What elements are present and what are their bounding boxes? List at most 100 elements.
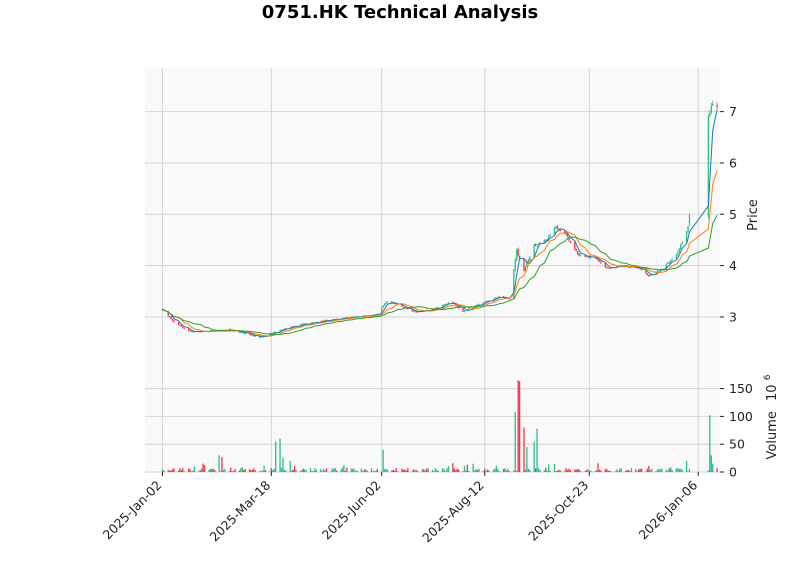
- volume-bar: [546, 470, 548, 472]
- volume-bar: [548, 464, 550, 472]
- volume-bar: [426, 468, 428, 472]
- candle-body: [289, 327, 291, 329]
- candle-body: [640, 268, 643, 270]
- candle-body: [548, 236, 550, 240]
- volume-bar: [484, 468, 486, 472]
- volume-bar: [574, 469, 576, 472]
- candle-body: [259, 335, 261, 338]
- candle-body: [545, 239, 547, 241]
- volume-bar: [251, 470, 254, 472]
- volume-bar: [411, 471, 413, 472]
- candle-body: [553, 228, 556, 235]
- candle-body: [627, 266, 630, 268]
- volume-bar: [558, 469, 560, 472]
- candle-body: [407, 308, 409, 310]
- volume-bar: [324, 470, 326, 472]
- candle-body: [253, 335, 255, 337]
- candle-body: [513, 269, 515, 299]
- candle-body: [587, 256, 589, 258]
- candle-body: [250, 334, 252, 336]
- candle-body: [671, 259, 673, 261]
- candle-body: [639, 268, 641, 270]
- volume-bar: [431, 469, 434, 472]
- volume-bar: [179, 468, 181, 472]
- volume-bar: [537, 468, 540, 472]
- volume-bar: [627, 470, 630, 472]
- candle-body: [680, 244, 682, 249]
- volume-bar: [424, 470, 426, 472]
- candle-body: [434, 308, 437, 310]
- price-tick-label: 5: [729, 207, 737, 222]
- volume-bar: [463, 465, 466, 472]
- volume-bar: [270, 468, 272, 472]
- volume-bar: [275, 441, 277, 472]
- volume-bar: [183, 471, 185, 472]
- volume-bar: [462, 471, 464, 472]
- candle-body: [492, 299, 495, 301]
- volume-axis-label-text: Volume: [765, 411, 780, 459]
- volume-bar: [543, 470, 545, 472]
- volume-bar: [638, 469, 640, 472]
- volume-bar: [671, 469, 673, 472]
- candle-body: [465, 310, 467, 312]
- candle-body: [167, 310, 169, 316]
- volume-bar: [243, 470, 245, 472]
- candle-body: [600, 261, 602, 264]
- candle-body: [646, 273, 649, 276]
- candle-body: [549, 233, 551, 237]
- candle-body: [590, 257, 592, 259]
- volume-bar: [584, 471, 586, 472]
- volume-bar: [228, 470, 230, 472]
- volume-bar: [353, 468, 355, 472]
- candle-body: [556, 226, 559, 229]
- volume-bar: [231, 471, 233, 472]
- volume-bar: [259, 471, 261, 472]
- volume-bar: [588, 470, 590, 472]
- volume-bar: [447, 466, 450, 472]
- candle-body: [187, 328, 190, 331]
- volume-bar: [334, 467, 336, 472]
- volume-bar: [370, 468, 373, 472]
- volume-bar: [260, 470, 262, 472]
- candle-body: [658, 269, 660, 271]
- volume-bar: [649, 470, 651, 472]
- volume-bar: [472, 463, 474, 472]
- candle-body: [475, 305, 477, 307]
- candle-body: [382, 305, 384, 308]
- volume-bar: [616, 469, 618, 472]
- volume-bar: [639, 468, 641, 472]
- candle-body: [320, 321, 322, 323]
- candle-body: [533, 244, 535, 258]
- volume-bar: [569, 470, 572, 472]
- volume-bar: [218, 455, 220, 472]
- volume-bar: [212, 468, 214, 472]
- volume-bar: [608, 470, 611, 472]
- candle-body: [508, 298, 511, 300]
- volume-bar: [504, 468, 506, 472]
- candle-body: [497, 297, 499, 298]
- candle-body: [468, 308, 470, 311]
- volume-bar: [498, 471, 500, 472]
- volume-bar: [219, 471, 222, 472]
- candle-body: [668, 262, 670, 264]
- candle-body: [447, 302, 450, 304]
- volume-bar: [505, 470, 508, 472]
- volume-bar: [527, 468, 529, 472]
- volume-bar: [163, 470, 165, 472]
- candle-body: [169, 316, 171, 317]
- volume-bar: [415, 470, 418, 472]
- volume-bar: [421, 469, 423, 472]
- candle-body: [648, 274, 650, 277]
- volume-bar: [299, 471, 302, 472]
- candle-body: [452, 302, 454, 303]
- volume-bar: [487, 469, 489, 472]
- volume-bar: [283, 469, 286, 472]
- candle-body: [273, 331, 275, 334]
- date-tick-label: 2025-Mar-18: [207, 477, 274, 544]
- volume-bar: [273, 468, 275, 472]
- date-tick-label: 2025-Aug-12: [419, 478, 487, 546]
- volume-bar: [222, 469, 225, 472]
- volume-bar: [392, 469, 394, 472]
- volume-bar: [497, 468, 499, 472]
- volume-bar: [534, 468, 537, 472]
